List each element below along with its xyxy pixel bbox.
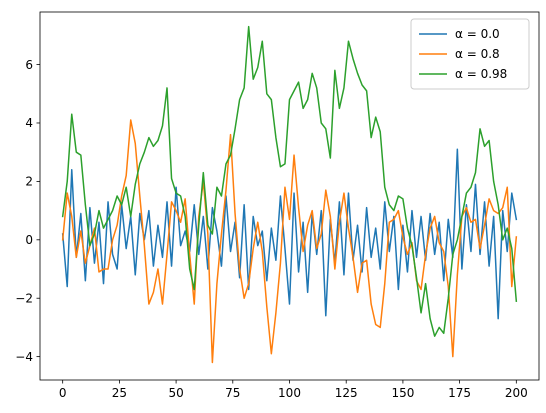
x-tick-label: 125 [335, 386, 358, 400]
y-tick-label: 4 [25, 116, 33, 130]
series-lines [61, 25, 518, 364]
x-tick-label: 75 [225, 386, 240, 400]
legend-label: α = 0.98 [455, 67, 507, 81]
x-tick-label: 175 [448, 386, 471, 400]
y-tick-label: −2 [15, 291, 33, 305]
x-tick-label: 100 [278, 386, 301, 400]
series-line-2 [61, 25, 518, 337]
x-tick-label: 25 [112, 386, 127, 400]
x-tick-label: 200 [505, 386, 528, 400]
y-tick-label: 2 [25, 175, 33, 189]
x-tick-label: 150 [391, 386, 414, 400]
x-tick-label: 50 [168, 386, 183, 400]
y-tick-label: 6 [25, 58, 33, 72]
series-line-0 [61, 148, 518, 320]
axes: 0 25 50 75 100 125 150 175 200 −4 −2 0 2 4 6 [15, 11, 540, 400]
series-line-1 [61, 119, 518, 364]
legend-label: α = 0.0 [455, 27, 500, 41]
legend-box [410, 18, 530, 90]
legend: α = 0.0 α = 0.8 α = 0.98 [410, 18, 530, 90]
legend-label: α = 0.8 [455, 47, 500, 61]
x-tick-label: 0 [59, 386, 67, 400]
y-tick-label: −4 [15, 350, 33, 364]
y-tick-label: 0 [25, 233, 33, 247]
